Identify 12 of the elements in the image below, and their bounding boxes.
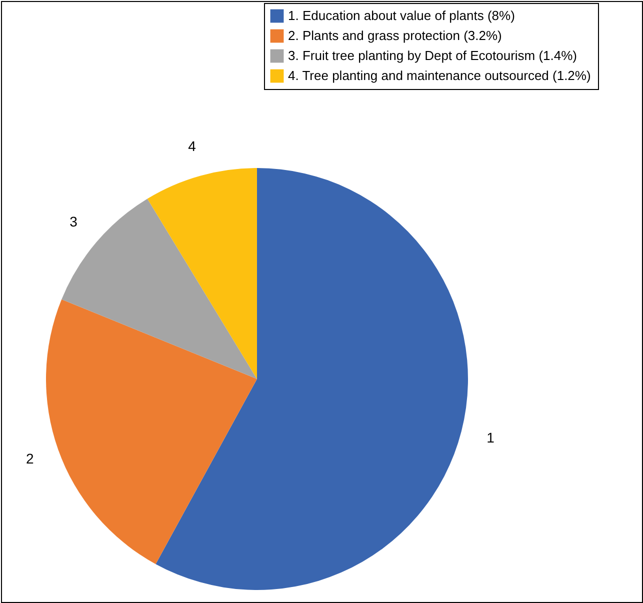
pie-slice	[147, 168, 257, 379]
text: 3	[70, 214, 78, 230]
text: 4	[188, 138, 196, 154]
legend-label: 3. Fruit tree planting by Dept of Ecotourism (1.4%)	[288, 48, 578, 63]
legend-label: 4. Tree planting and maintenance outsourced (1.2%)	[288, 68, 591, 83]
text: 1	[486, 430, 495, 446]
pie-slice	[156, 168, 468, 590]
pie-slice	[46, 299, 257, 564]
text: 2	[26, 450, 34, 467]
legend-label: 2. Plants and grass protection (3.2%)	[288, 28, 502, 43]
pie-slice	[62, 198, 257, 379]
legend-label: 1. Education about value of plants (8%)	[288, 8, 515, 23]
